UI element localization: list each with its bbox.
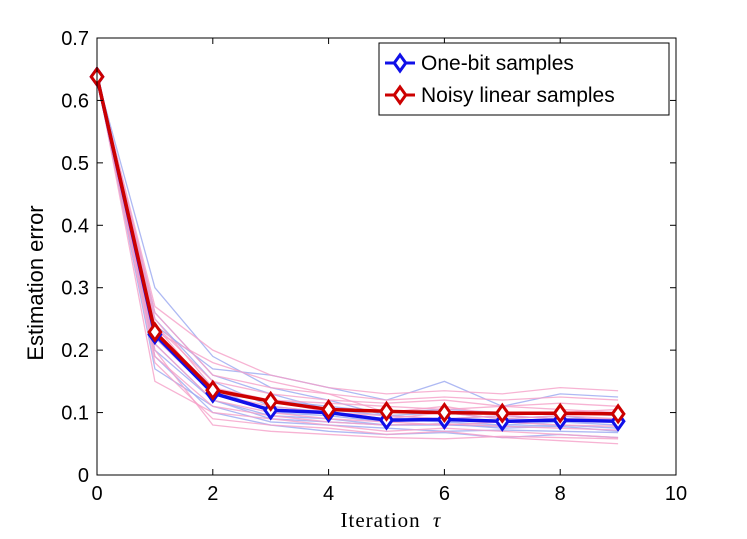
data-point-noisy-linear [494, 402, 510, 424]
trial-line-one-bit [96, 76, 619, 426]
y-tick-label: 0.2 [61, 340, 89, 362]
trial-line-noisy-linear [96, 76, 619, 401]
trial-line-noisy-linear [96, 76, 619, 395]
x-tick-label: 10 [665, 483, 687, 505]
x-tick-label: 2 [207, 483, 218, 505]
y-tick-label: 0.4 [61, 215, 89, 237]
trial-line-noisy-linear [96, 76, 619, 445]
legend-box [378, 42, 670, 116]
main-series-layer [89, 66, 626, 432]
x-axis-label-symbol: τ [433, 508, 442, 532]
y-axis-label: Estimation error [23, 205, 48, 360]
x-tick-label: 4 [323, 483, 334, 505]
x-tick-label: 6 [439, 483, 450, 505]
x-axis-label-text: Iteration [341, 508, 421, 532]
series-line-noisy-linear [95, 76, 619, 416]
trial-line-noisy-linear [96, 76, 619, 439]
trial-line-one-bit [96, 76, 619, 417]
trial-line-one-bit [96, 76, 619, 434]
trial-line-noisy-linear [96, 76, 619, 431]
data-point-noisy-linear [610, 403, 626, 425]
trial-line-noisy-linear [96, 76, 619, 417]
legend-marker-noisy-linear [392, 84, 408, 106]
y-tick-label: 0.6 [61, 90, 89, 112]
legend-label-one-bit: One-bit samples [421, 52, 574, 75]
y-tick-label: 0.5 [61, 153, 89, 175]
trial-line-one-bit [96, 76, 619, 432]
legend-label-noisy-linear: Noisy linear samples [421, 84, 615, 107]
ticks-layer: 0 2 4 6 8 10 0 0.1 0.2 0.3 0.4 0.5 0.6 0.7 [61, 28, 687, 505]
data-point-noisy-linear [378, 400, 395, 422]
plot-frame [96, 37, 677, 476]
trial-lines-layer [96, 76, 619, 445]
data-point-noisy-linear [263, 390, 279, 412]
axes-layer [96, 37, 677, 476]
y-tick-label: 0.7 [61, 28, 89, 50]
trial-line-noisy-linear [96, 76, 619, 414]
y-tick-label: 0 [78, 465, 89, 487]
y-tick-label: 0.3 [61, 278, 89, 300]
trial-line-noisy-linear [96, 76, 619, 440]
data-point-noisy-linear [552, 402, 568, 424]
trial-line-one-bit [96, 76, 619, 423]
legend-marker-one-bit [392, 52, 408, 74]
data-point-noisy-linear [320, 398, 337, 421]
trial-line-noisy-linear [96, 76, 619, 427]
data-point-noisy-linear [205, 379, 221, 401]
x-tick-label: 8 [555, 483, 566, 505]
trial-line-one-bit [96, 76, 619, 423]
y-tick-label: 0.1 [61, 403, 89, 425]
x-axis-label: Iteration τ [341, 508, 442, 532]
trial-line-one-bit [96, 76, 619, 439]
data-point-noisy-linear [436, 402, 453, 424]
data-point-noisy-linear [147, 321, 163, 343]
series-line-one-bit [95, 76, 619, 424]
trial-line-one-bit [96, 76, 619, 429]
trial-line-one-bit [96, 76, 619, 423]
legend: One-bit samples Noisy linear samples [378, 42, 670, 116]
x-tick-label: 0 [91, 483, 102, 505]
